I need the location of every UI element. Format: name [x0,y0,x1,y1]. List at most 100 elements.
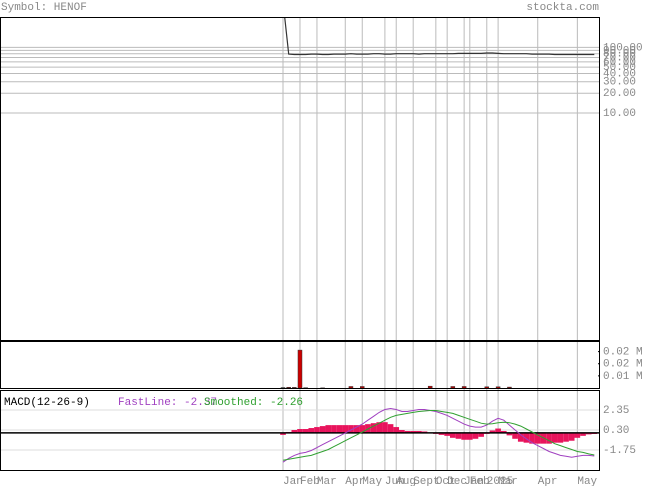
price-line [284,17,595,56]
x-tick-label: May [577,476,597,486]
histogram-bar [512,432,518,439]
x-tick-label: Feb [300,476,320,486]
y-tick-label: 0.02 M [603,359,643,371]
histogram-bar [517,432,524,442]
histogram-bar [336,425,343,433]
marks [0,17,600,463]
histogram-bar [574,432,581,438]
x-tick-label: Mar [498,476,518,486]
histogram-bar [319,426,326,433]
volume-bar [427,385,433,389]
volume-bar [297,349,303,389]
histogram-bar [291,430,298,433]
x-tick-label: Dec [447,476,467,486]
x-tick-label: Sept [413,476,439,486]
histogram-bar [568,432,575,441]
histogram-bar [438,432,445,435]
histogram-bar [546,432,552,444]
y-tick-label: 60.00 [603,57,636,69]
histogram-bar [325,425,332,433]
y-tick-label: 80.00 [603,49,636,61]
y-tick-label: 0.30 [603,425,629,437]
histogram-bar [387,424,394,433]
histogram-bar [302,429,309,433]
histogram-bar [359,425,366,433]
histogram-bar [399,430,405,433]
histogram-bar [416,430,422,433]
volume-bar [292,387,297,389]
histogram-bar [382,422,388,433]
histogram-bar [370,423,377,433]
volume-bar [484,386,490,389]
x-tick-label: Apr [538,476,558,486]
histogram-bar [331,425,337,433]
histogram-bar [478,432,484,437]
x-tick-label: Jan [464,476,484,486]
price-panel [0,17,600,341]
symbol: Symbol: HENOF [1,2,87,14]
volume-bar [348,386,354,389]
volume-panel [0,341,600,389]
histogram-bar [308,428,315,433]
y-tick-label: 0.02 M [603,347,643,359]
legend-smoothed: Smoothed: -2.26 [204,397,303,409]
y-tick-label: 2.35 [603,405,629,417]
histogram-bar [557,432,564,443]
macd-line [282,407,595,463]
x-tick-label: Aug [396,476,416,486]
x-tick-label: Jan [283,476,303,486]
histogram-bar [444,432,450,436]
y-tick-label: 0.01 M [603,371,643,383]
histogram-bar [523,432,530,443]
y-tick-label: 90.00 [603,45,636,57]
histogram-bar [393,427,400,433]
volume-bar [495,386,501,389]
volume-bar [286,386,291,389]
histogram-bar [410,430,417,433]
histogram-bar [353,425,360,433]
y-tick-label: 30.00 [603,77,636,89]
histogram-bar [551,432,558,443]
legend-fast: FastLine: -2.37 [118,397,217,409]
y-tick-label: 100.00 [603,42,643,54]
y-tick-label: -1.75 [603,445,636,457]
volume-bar [360,386,365,389]
site: stockta.com [526,2,599,14]
histogram-bar [342,425,349,433]
histogram-bar [348,425,354,433]
y-tick-label: 20.00 [603,88,636,100]
x-tick-label: Jun [385,476,405,486]
volume-bar [461,386,467,389]
x-tick-label: Apr [345,476,365,486]
y-tick-label: 10.00 [603,108,636,120]
histogram-bar [563,432,569,442]
histogram-bar [404,430,411,433]
macd-title: MACD(12-26-9) [4,397,90,409]
x-tick-label: Feb [470,476,490,486]
histogram-bar [461,432,467,440]
y-tick-label: 70.00 [603,52,636,64]
histogram-bar [495,428,501,433]
x-tick-label: 2025 [487,476,513,486]
y-tick-label: 50.00 [603,62,636,74]
histogram-bar [466,432,473,440]
x-tick-label: May [362,476,382,486]
histogram-bar [455,432,462,439]
histogram-bar [297,429,303,433]
x-tick-label: Mar [317,476,337,486]
volume-bar [450,386,456,389]
histogram-bar [472,432,479,439]
histogram-bar [506,432,513,436]
histogram-bar [529,432,535,444]
histogram-bar [449,432,456,438]
y-tick-label: 40.00 [603,68,636,80]
x-tick-label: Oct [436,476,456,486]
histogram-bar [280,432,286,435]
histogram-bar [580,432,586,436]
histogram-bar [500,430,507,433]
histogram-bar [489,430,496,433]
histogram-bar [376,422,383,433]
macd-panel [0,390,600,471]
